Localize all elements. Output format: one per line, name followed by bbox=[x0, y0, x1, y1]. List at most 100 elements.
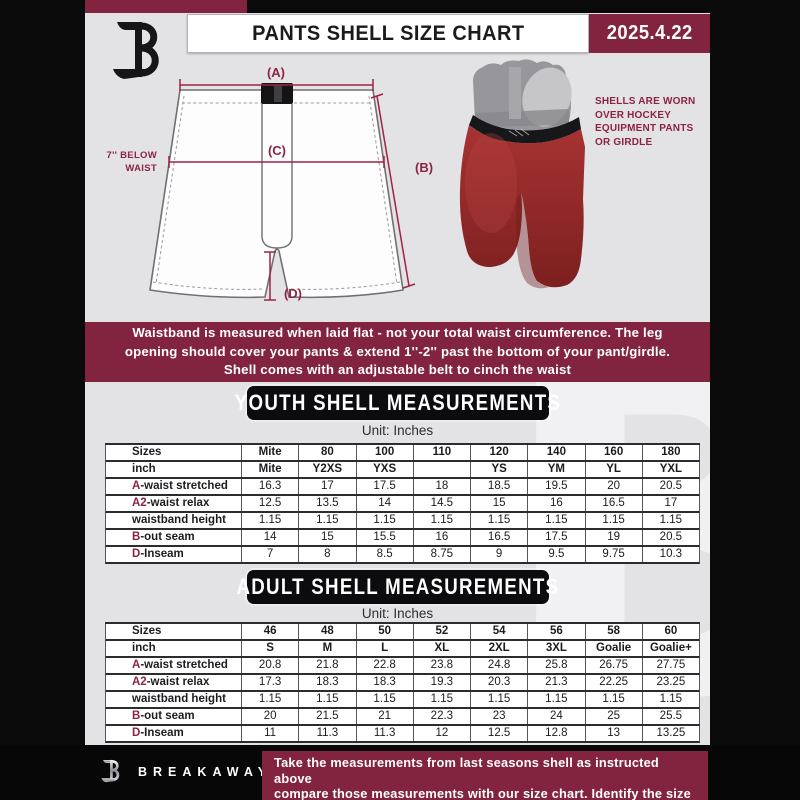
breakaway-b-logo-icon bbox=[113, 22, 159, 79]
table-cell: 11 bbox=[241, 726, 298, 741]
table-cell: 20 bbox=[584, 479, 642, 494]
date-badge: 2025.4.22 bbox=[589, 14, 710, 53]
table-cell: 17.3 bbox=[241, 675, 298, 690]
youth-banner-title: YOUTH SHELL MEASUREMENTS bbox=[234, 390, 561, 415]
table-cell: 21.5 bbox=[298, 709, 355, 724]
row-label-text: Sizes bbox=[132, 625, 162, 637]
shorts-outline bbox=[149, 89, 404, 299]
row-label-text: -waist stretched bbox=[140, 480, 228, 492]
right-hem-dashed bbox=[290, 281, 401, 290]
red-shell bbox=[459, 125, 585, 288]
left-side-seam-dashed bbox=[155, 95, 185, 285]
table-cell: 56 bbox=[527, 624, 584, 639]
row-label: B-out seam bbox=[106, 530, 241, 545]
table-cell: 9 bbox=[470, 547, 527, 562]
row-label-prefix: D bbox=[132, 727, 141, 739]
row-label-text: -Inseam bbox=[140, 548, 184, 560]
table-cell: 1.15 bbox=[584, 513, 642, 528]
table-cell: 120 bbox=[470, 445, 527, 460]
table-cell: 12.5 bbox=[241, 496, 298, 511]
table-cell: 1.15 bbox=[584, 692, 642, 707]
row-label-prefix: D bbox=[132, 548, 141, 560]
row-label-text: -out seam bbox=[140, 710, 195, 722]
table-cell: 20.5 bbox=[641, 479, 699, 494]
table-cell: 1.15 bbox=[412, 692, 470, 707]
content-panel: B PANTS SHELL SIZE CHART 2025.4.22 bbox=[85, 13, 710, 745]
text-line: compare those measurements with our size… bbox=[274, 786, 691, 800]
table-cell: 9.75 bbox=[584, 547, 642, 562]
row-label-text: inch bbox=[132, 463, 156, 475]
row-label: waistband height bbox=[106, 513, 241, 528]
table-cell: 19.3 bbox=[412, 675, 470, 690]
table-cell: 180 bbox=[641, 445, 699, 460]
table-cell: 12.5 bbox=[470, 726, 527, 741]
measure-a-label: (A) bbox=[267, 65, 285, 80]
table-cell: 17 bbox=[298, 479, 355, 494]
table-cell: 13 bbox=[584, 726, 642, 741]
table-row: B-out seam 20 21.5 21 22.3 23 24 25 25.5 bbox=[105, 709, 700, 726]
table-cell: 22.25 bbox=[584, 675, 642, 690]
table-cell: 18.3 bbox=[298, 675, 355, 690]
table-row: A-waist stretched 16.3 17 17.5 18 18.5 19.5 20 2… bbox=[105, 479, 700, 496]
measure-b-label: (B) bbox=[415, 160, 433, 175]
table-cell: 24 bbox=[527, 709, 584, 724]
table-cell: Goalie+ bbox=[641, 641, 699, 656]
row-label: A-waist stretched bbox=[106, 658, 241, 673]
footer-instructions: Take the measurements from last seasons … bbox=[262, 751, 708, 800]
left-hem-dashed bbox=[152, 281, 264, 290]
table-cell: 1.15 bbox=[470, 692, 527, 707]
adult-section-banner: ADULT SHELL MEASUREMENTS bbox=[236, 570, 558, 604]
row-label-text: -Inseam bbox=[140, 727, 184, 739]
table-cell: 52 bbox=[412, 624, 470, 639]
table-cell: 26.75 bbox=[584, 658, 642, 673]
table-cell: 110 bbox=[412, 445, 470, 460]
row-label-text: Sizes bbox=[132, 446, 162, 458]
adult-unit-label: Unit: Inches bbox=[361, 606, 434, 621]
table-cell: 1.15 bbox=[241, 692, 298, 707]
row-label-prefix: B bbox=[132, 710, 141, 722]
table-cell: 1.15 bbox=[355, 513, 413, 528]
table-cell: 17 bbox=[641, 496, 699, 511]
text-line: OVER HOCKEY bbox=[595, 109, 672, 121]
table-cell: 19 bbox=[584, 530, 642, 545]
table-cell: 11.3 bbox=[298, 726, 355, 741]
row-label-text: -waist relax bbox=[146, 676, 210, 688]
table-cell: 23.8 bbox=[412, 658, 470, 673]
table-cell: Mite bbox=[241, 445, 298, 460]
measurement-notice-banner: Waistband is measured when laid flat - n… bbox=[85, 322, 710, 382]
text-line: Take the measurements from last seasons … bbox=[274, 755, 659, 786]
table-cell: 18.5 bbox=[470, 479, 527, 494]
table-row: D-Inseam 7 8 8.5 8.75 9 9.5 9.75 10.3 bbox=[105, 547, 700, 564]
table-cell: 16.5 bbox=[584, 496, 642, 511]
table-cell: 54 bbox=[470, 624, 527, 639]
shell-waistband bbox=[469, 115, 581, 144]
right-side-seam-dashed bbox=[368, 95, 398, 285]
table-cell: M bbox=[298, 641, 355, 656]
table-cell: 21.8 bbox=[298, 658, 355, 673]
table-cell: YS bbox=[470, 462, 527, 477]
shells-worn-note: SHELLS ARE WORN OVER HOCKEY EQUIPMENT PANT… bbox=[595, 95, 710, 149]
row-label-text: waistband height bbox=[132, 514, 226, 526]
table-cell: 1.15 bbox=[298, 513, 355, 528]
table-row: inch S M L XL 2XL 3XL Goalie Goalie+ bbox=[105, 641, 700, 658]
table-cell: Goalie bbox=[584, 641, 642, 656]
table-cell: YM bbox=[527, 462, 584, 477]
table-row: waistband height 1.15 1.15 1.15 1.15 1.15 1.15… bbox=[105, 513, 700, 530]
row-label-prefix: A2 bbox=[132, 497, 147, 509]
table-cell: 15 bbox=[298, 530, 355, 545]
table-cell: 58 bbox=[584, 624, 642, 639]
youth-unit-label: Unit: Inches bbox=[361, 423, 434, 438]
page-title-bar: PANTS SHELL SIZE CHART bbox=[187, 14, 589, 53]
table-cell: 9.5 bbox=[527, 547, 584, 562]
table-cell: 3XL bbox=[527, 641, 584, 656]
table-cell: 20 bbox=[241, 709, 298, 724]
table-cell: 1.15 bbox=[527, 692, 584, 707]
table-cell: L bbox=[355, 641, 413, 656]
table-cell: 14 bbox=[241, 530, 298, 545]
table-cell: 140 bbox=[527, 445, 584, 460]
youth-size-table: Sizes Mite 80 100 110 120 140 160 180 inch Mite Y2X… bbox=[105, 443, 700, 564]
text-line: SHELLS ARE WORN bbox=[595, 96, 696, 107]
table-cell: 15.5 bbox=[355, 530, 413, 545]
row-label: D-Inseam bbox=[106, 547, 241, 562]
